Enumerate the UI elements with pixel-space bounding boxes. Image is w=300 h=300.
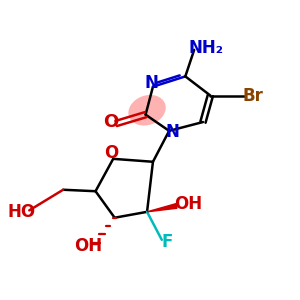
Text: Br: Br: [243, 86, 263, 104]
Ellipse shape: [128, 95, 166, 126]
Text: OH: OH: [174, 196, 202, 214]
Text: O: O: [103, 113, 118, 131]
Polygon shape: [147, 204, 177, 212]
Text: HO: HO: [8, 203, 36, 221]
Text: N: N: [145, 74, 158, 92]
Text: OH: OH: [74, 237, 102, 255]
Text: F: F: [161, 233, 173, 251]
Text: N: N: [165, 123, 179, 141]
Text: O: O: [104, 144, 118, 162]
Text: NH₂: NH₂: [188, 39, 224, 57]
